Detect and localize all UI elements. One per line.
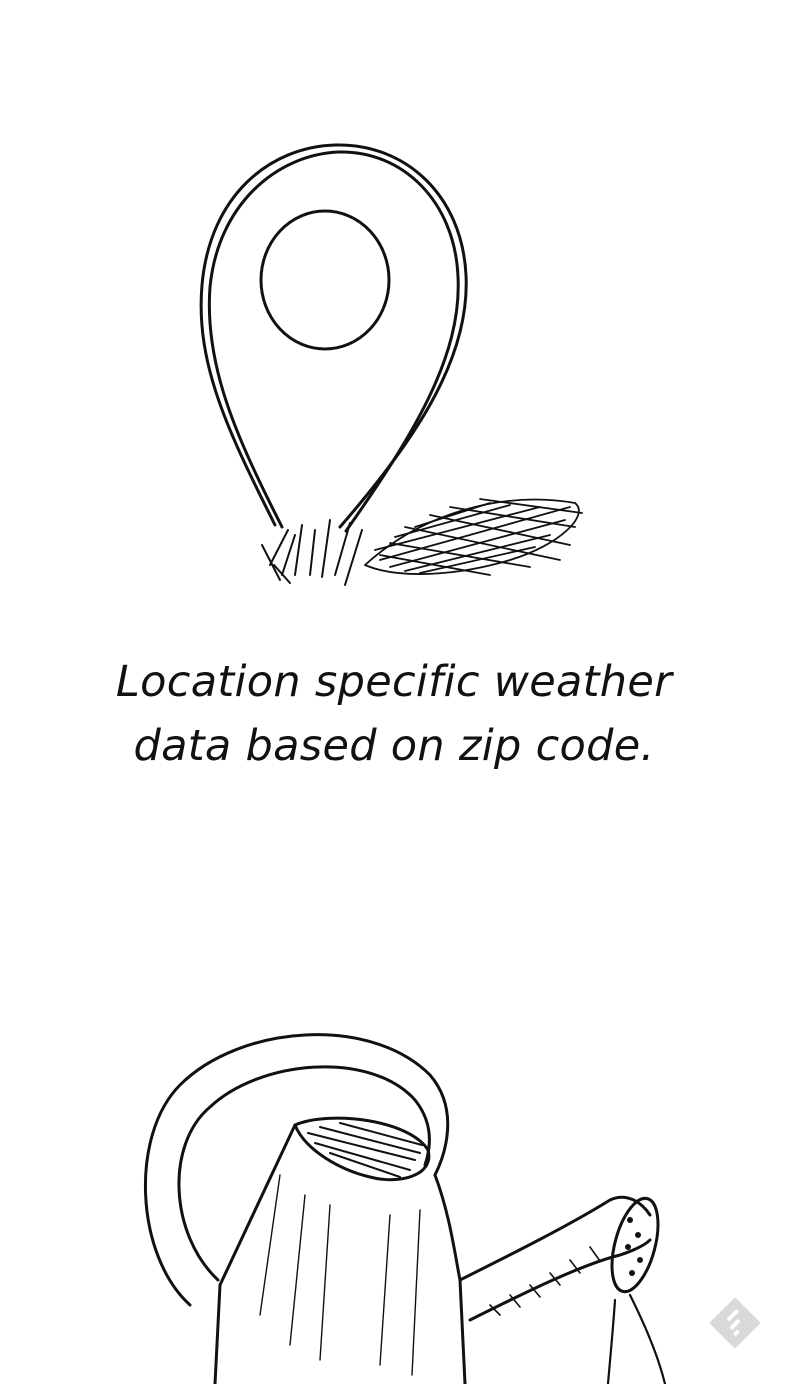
location-pin-icon xyxy=(199,143,583,586)
slide-caption: Location specific weather data based on … xyxy=(0,650,788,778)
caption-line-2: data based on zip code. xyxy=(133,721,655,771)
feedly-logo-icon xyxy=(710,1298,760,1348)
watering-can-icon xyxy=(143,1033,667,1386)
location-pin-illustration xyxy=(190,135,600,605)
caption-line-1: Location specific weather xyxy=(115,657,673,707)
feedly-button[interactable] xyxy=(710,1298,760,1348)
watering-can-illustration xyxy=(130,1015,690,1386)
